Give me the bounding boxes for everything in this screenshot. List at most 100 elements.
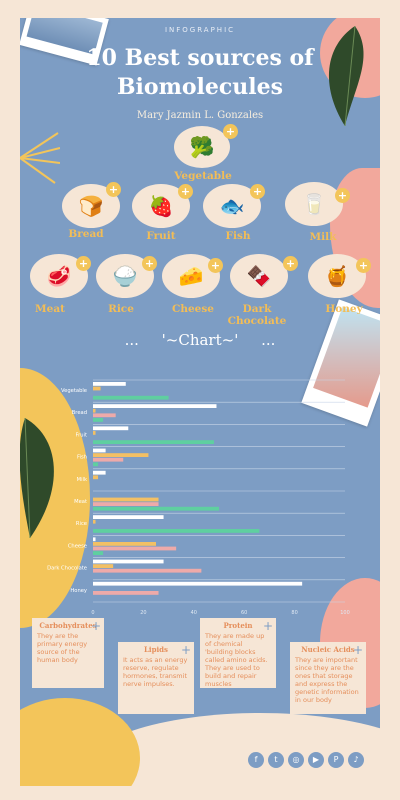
- plus-icon[interactable]: +: [142, 256, 157, 271]
- bar: [93, 426, 129, 431]
- eyebrow-label: INFOGRAPHIC: [164, 26, 236, 34]
- plus-icon[interactable]: +: [178, 184, 193, 199]
- tiktok-icon[interactable]: ♪: [348, 752, 364, 768]
- food-label: Milk: [309, 231, 337, 243]
- facebook-icon[interactable]: f: [248, 752, 264, 768]
- title-line-1: 10 Best sources of: [86, 45, 314, 71]
- bar: [93, 453, 149, 457]
- plus-icon[interactable]: +: [106, 182, 121, 197]
- steak-icon: 🥩: [46, 264, 72, 288]
- food-label: Vegetable: [174, 170, 232, 182]
- bar: [93, 497, 159, 502]
- social-links: f t ◎ ▶ P ♪: [248, 752, 364, 768]
- category-label: Cheese: [68, 543, 87, 549]
- x-tick-label: 20: [140, 610, 146, 616]
- chocolate-icon: 🍫: [246, 264, 272, 288]
- bar: [93, 462, 99, 467]
- plus-icon[interactable]: +: [250, 184, 265, 199]
- milk-bottle-icon: 🥛: [301, 192, 327, 216]
- category-label: Rice: [76, 521, 87, 527]
- food-label: Meat: [35, 303, 65, 315]
- author-name: Mary Jazmin L. Gonzales: [136, 110, 264, 121]
- food-vegetable[interactable]: 🥦: [174, 126, 230, 168]
- blue-panel: INFOGRAPHIC 10 Best sources of Biomolecu…: [20, 18, 380, 786]
- food-label: Fish: [225, 230, 251, 242]
- caption-text: It acts as an energy reserve, regulate h…: [123, 656, 188, 688]
- bar-chart: Vegetable Bread Fruit Fish Milk Meat Rice Chees…: [47, 379, 350, 616]
- category-label: Meat: [74, 499, 87, 505]
- caption-text: They are made up of chemical 'building b…: [205, 632, 268, 688]
- food-label: Cheese: [172, 303, 214, 315]
- category-label: Fish: [77, 455, 87, 461]
- x-tick-label: 100: [340, 610, 350, 616]
- category-label: Milk: [77, 477, 87, 483]
- bar: [93, 413, 116, 418]
- food-label: Bread: [68, 228, 104, 240]
- bar: [93, 506, 219, 511]
- bread-icon: 🍞: [78, 194, 104, 218]
- page-title: 10 Best sources of Biomolecules: [20, 44, 380, 102]
- category-label: Vegetable: [61, 388, 87, 394]
- bar: [93, 448, 106, 453]
- bar: [93, 568, 202, 573]
- plus-icon[interactable]: +: [76, 256, 91, 271]
- bar: [93, 382, 126, 386]
- bar: [93, 537, 96, 542]
- plus-icon: +: [90, 619, 101, 633]
- bar: [93, 470, 106, 475]
- food-label: Rice: [108, 303, 134, 315]
- food-label: Dark Chocolate: [227, 303, 287, 327]
- bar: [93, 457, 124, 462]
- bar: [93, 546, 177, 551]
- plus-icon: +: [262, 619, 273, 633]
- bar: [93, 386, 101, 391]
- caption-lipids: + Lipids It acts as an energy reserve, r…: [118, 642, 194, 714]
- plus-icon[interactable]: +: [335, 188, 350, 203]
- bar: [93, 502, 159, 506]
- food-label: Honey: [325, 303, 363, 315]
- plus-icon[interactable]: +: [283, 256, 298, 271]
- bar: [93, 404, 217, 408]
- food-honey[interactable]: 🍯: [308, 254, 366, 298]
- food-label: Fruit: [146, 230, 176, 242]
- x-tick-label: 40: [191, 610, 197, 616]
- youtube-icon[interactable]: ▶: [308, 752, 324, 768]
- honey-jar-icon: 🍯: [324, 264, 350, 288]
- plus-icon[interactable]: +: [208, 258, 223, 273]
- title-line-2: Biomolecules: [116, 74, 284, 100]
- bar: [93, 564, 114, 568]
- category-label: Bread: [72, 410, 87, 416]
- category-label: Fruit: [75, 432, 87, 438]
- bar: [93, 431, 96, 435]
- caption-text: They are the primary energy source of th…: [37, 632, 88, 664]
- palm-leaf-top-right-icon: [328, 26, 364, 127]
- plus-icon[interactable]: +: [223, 124, 238, 139]
- bar: [93, 529, 260, 533]
- chart-title-row: ... '~Chart~' ...: [20, 331, 380, 349]
- caption-title: Lipids: [144, 645, 168, 654]
- plus-icon: +: [352, 643, 363, 657]
- ellipsis-right: ...: [261, 331, 276, 349]
- bar: [93, 475, 99, 480]
- twitter-icon[interactable]: t: [268, 752, 284, 768]
- bar: [93, 440, 214, 444]
- plus-icon[interactable]: +: [356, 258, 371, 273]
- bar: [93, 418, 104, 422]
- bar: [93, 559, 164, 564]
- ellipsis-left: ...: [124, 331, 139, 349]
- plus-icon: +: [180, 643, 191, 657]
- bar: [93, 542, 156, 546]
- x-tick-label: 0: [91, 610, 94, 616]
- instagram-icon[interactable]: ◎: [288, 752, 304, 768]
- leaf-left-icon: [20, 418, 54, 538]
- strawberry-icon: 🍓: [148, 194, 174, 218]
- food-milk[interactable]: 🥛: [285, 182, 343, 226]
- food-fish[interactable]: 🐟: [203, 184, 261, 228]
- fish-icon: 🐟: [219, 194, 245, 218]
- pinterest-icon[interactable]: P: [328, 752, 344, 768]
- x-tick-label: 60: [241, 610, 247, 616]
- caption-title: Carbohydrates: [39, 621, 97, 630]
- category-label: Honey: [70, 588, 87, 594]
- food-dark-chocolate[interactable]: 🍫: [230, 254, 288, 298]
